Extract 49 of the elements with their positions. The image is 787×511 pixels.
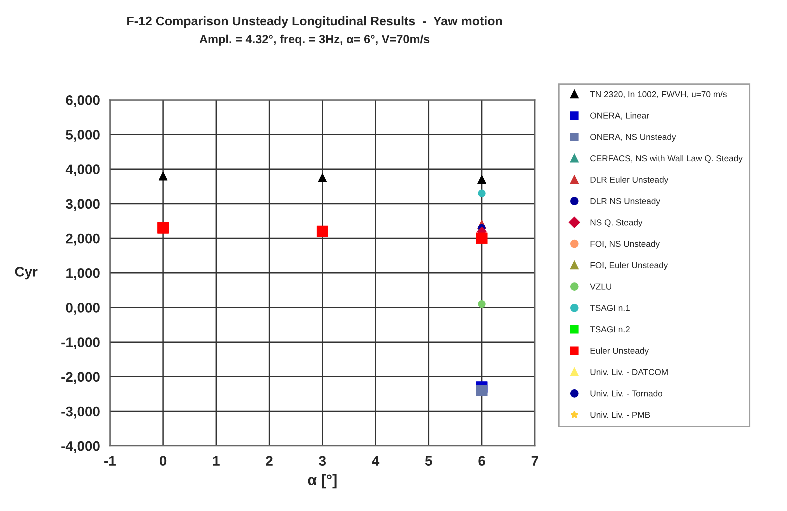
point [318, 174, 328, 182]
legend-label: Univ. Liv. - DATCOM [590, 369, 668, 376]
x-tick-label: 6 [478, 456, 486, 466]
legend-label: FOI, Euler Unsteady [590, 262, 668, 270]
legend-label: Univ. Liv. - Tornado [590, 390, 663, 397]
x-axis-title: α [°] [308, 474, 337, 489]
x-tick-label: 3 [319, 456, 326, 466]
y-tick-label: 5,000 [66, 130, 100, 142]
x-tick-label: 4 [372, 456, 380, 466]
point [478, 300, 486, 308]
legend-label: Univ. Liv. - PMB [590, 412, 650, 418]
y-tick-label: -4,000 [62, 441, 100, 454]
y-tick-label: 2,000 [66, 234, 100, 246]
legend-label: TN 2320, In 1002, FWVH, u=70 m/s [590, 91, 727, 99]
y-tick-label: 4,000 [66, 164, 100, 177]
y-tick-label: -1,000 [62, 338, 100, 350]
y-tick-label: -3,000 [62, 406, 100, 419]
legend-label: ONERA, NS Unsteady [590, 134, 676, 142]
point [158, 222, 170, 234]
legend-label: NS Q. Steady [590, 219, 643, 228]
legend-label: VZLU [590, 284, 612, 290]
point [476, 385, 488, 396]
x-tick-label: 5 [425, 456, 432, 466]
point [478, 175, 486, 184]
legend-label: Euler Unsteady [590, 348, 649, 356]
x-tick-label: 7 [532, 456, 538, 466]
chart-title: F-12 Comparison Unsteady Longitudinal Results - Yaw motion [128, 16, 502, 28]
x-tick-label: 2 [266, 456, 273, 466]
legend-label: ONERA, Linear [590, 112, 650, 120]
point [316, 226, 328, 238]
legend-label: CERFACS, NS with Wall Law Q. Steady [590, 155, 743, 164]
y-axis-title: Cyr [15, 267, 38, 280]
legend-label: TSAGI n.1 [590, 305, 630, 312]
point [476, 232, 488, 244]
y-tick-label: 0,000 [66, 303, 100, 315]
chart-subtitle: Ampl. = 4.32°, freq. = 3Hz, α= 6°, V=70m/s [200, 34, 430, 46]
legend-label: FOI, NS Unsteady [590, 240, 660, 249]
legend-label: DLR NS Unsteady [590, 198, 660, 206]
legend-label: DLR Euler Unsteady [590, 176, 669, 185]
y-tick-label: 6,000 [66, 95, 100, 108]
y-tick-label: 1,000 [66, 268, 100, 280]
x-tick-label: 0 [160, 456, 167, 466]
x-tick-label: -1 [104, 456, 116, 466]
y-tick-label: 3,000 [66, 199, 100, 212]
legend-label: TSAGI n.2 [590, 326, 630, 333]
point [478, 190, 486, 198]
y-tick-label: -2,000 [62, 372, 100, 384]
point [158, 172, 168, 181]
x-tick-label: 1 [213, 456, 220, 466]
